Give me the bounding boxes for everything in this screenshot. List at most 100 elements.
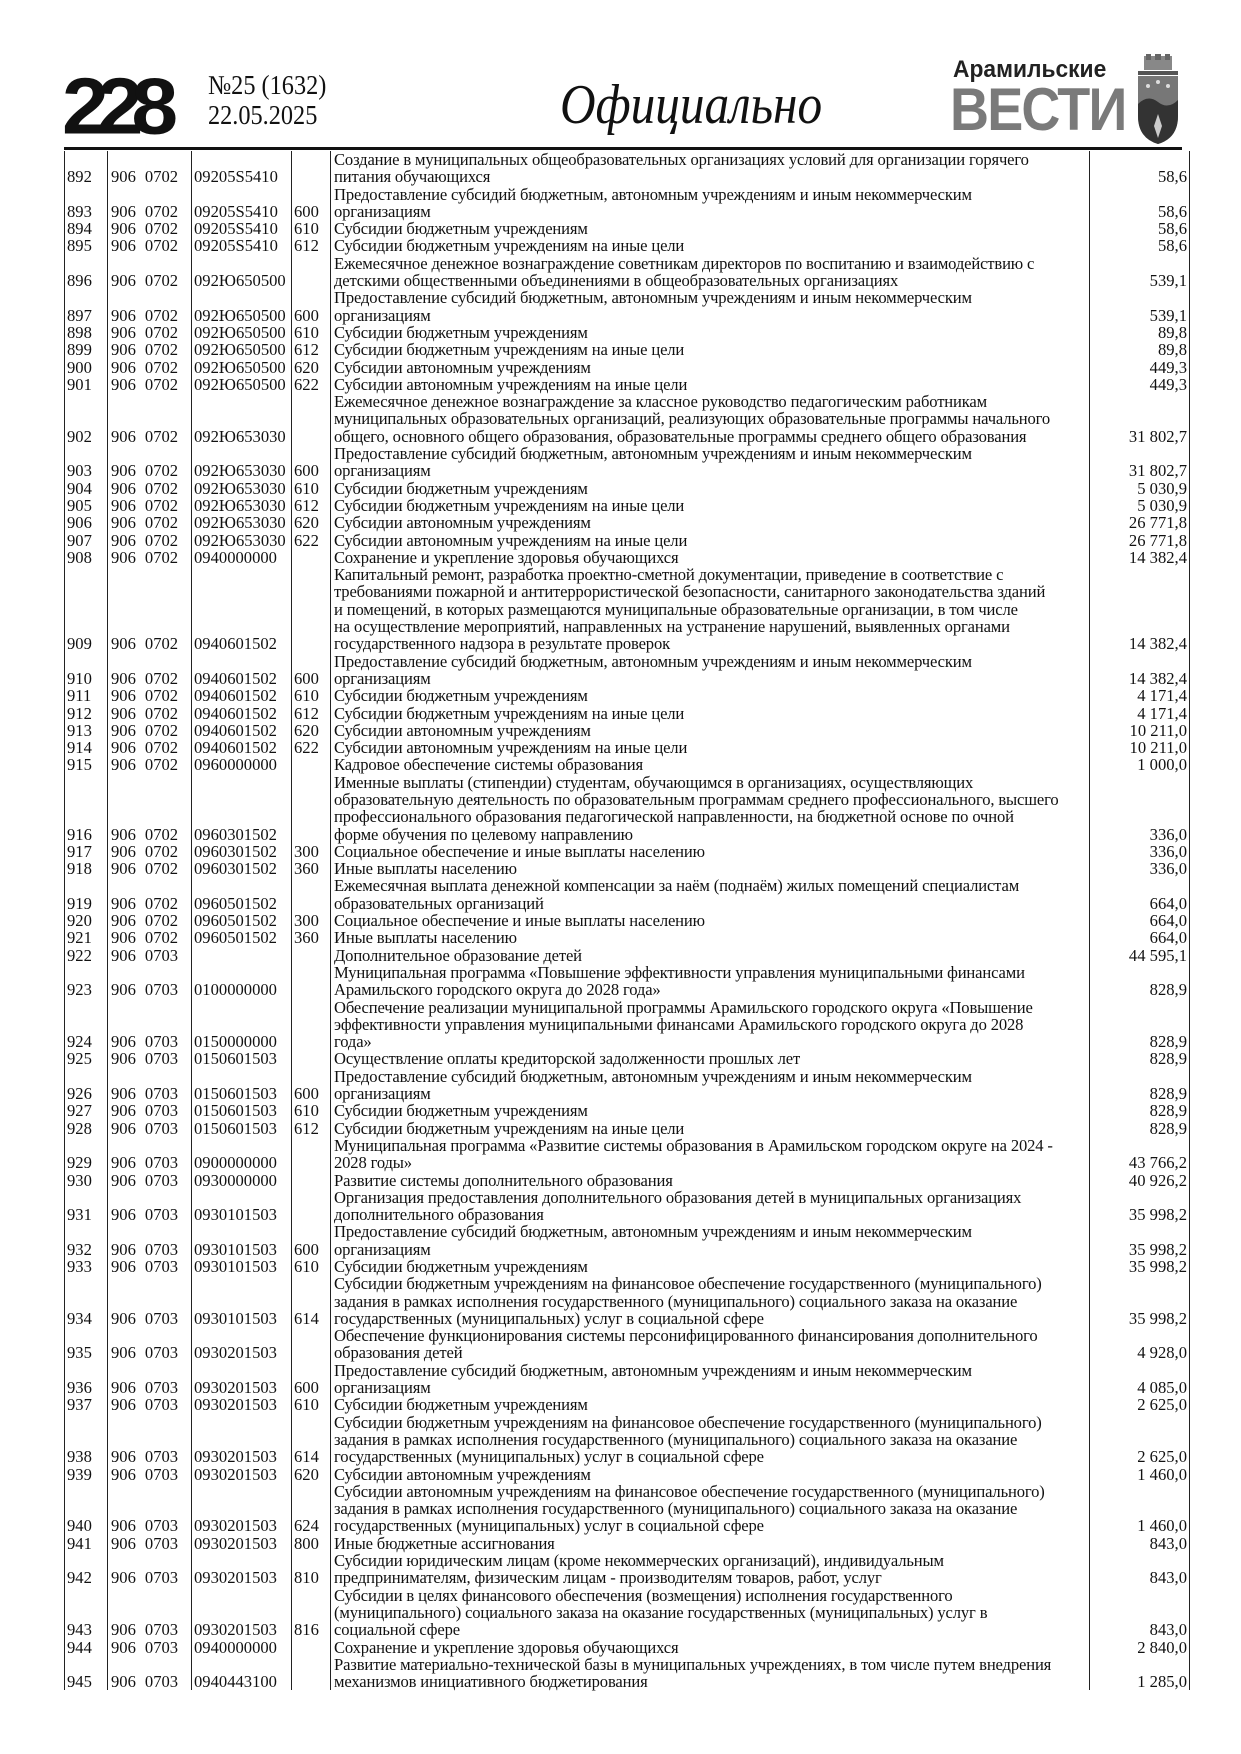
row-number: 915 [64, 756, 107, 774]
row-number: 912 [64, 704, 107, 722]
section-code: 0702 [144, 374, 179, 394]
target-code: 0960301502 [191, 773, 291, 843]
target-code: 0940443100 [191, 1655, 291, 1691]
ved-section-cell: 906 0702 [107, 236, 191, 256]
ved-section-cell: 906 0703 [107, 1101, 191, 1121]
target-code: 0930201503 [191, 1534, 291, 1552]
section-code: 0703 [144, 1101, 179, 1121]
table-row: 918 906 0702 0960301502 360 Иные выплаты насе… [64, 860, 1190, 877]
description-line: общего, основного общего образования, об… [334, 426, 1027, 446]
amount: 5 030,9 [1089, 479, 1190, 497]
ved-section-cell: 906 0703 [107, 1533, 191, 1553]
description-line: детскими общественными объединениями в о… [334, 271, 899, 291]
amount: 35 998,2 [1089, 1258, 1190, 1275]
target-code: 0940000000 [191, 549, 291, 566]
ved-code: 906 [111, 167, 136, 187]
ved-section-cell: 906 0703 [107, 998, 191, 1050]
description: Муниципальная программа «Развитие систем… [330, 1137, 1089, 1172]
section-code: 0703 [144, 1308, 179, 1328]
amount: 2 625,0 [1089, 1396, 1190, 1414]
target-code: 092Ю653030 [191, 531, 291, 549]
description-line: 2028 годы» [334, 1153, 412, 1173]
ved-code: 906 [111, 236, 136, 256]
description-line: Ежемесячное денежное вознаграждение сове… [334, 253, 1035, 273]
ved-code: 906 [111, 530, 136, 550]
target-code: 092Ю653030 [191, 514, 291, 532]
amount: 539,1 [1089, 254, 1190, 290]
section-code: 0702 [144, 703, 179, 723]
row-number: 903 [64, 445, 107, 480]
row-number: 911 [64, 687, 107, 705]
description-line: Кадровое обеспечение системы образования [334, 755, 644, 775]
expense-kind: 810 [291, 1552, 330, 1587]
issue-info: №25 (1632) 22.05.2025 [208, 70, 326, 130]
section-code: 0703 [144, 1084, 179, 1104]
ved-code: 906 [111, 755, 136, 775]
table-row: 910 906 0702 0940601502 600 Предоставление су… [64, 652, 1190, 688]
expense-kind: 600 [291, 1067, 330, 1103]
description: Субсидии бюджетным учреждениям [330, 686, 1089, 706]
expense-kind [291, 1050, 330, 1068]
expense-kind: 600 [291, 185, 330, 221]
amount: 40 926,2 [1089, 1171, 1190, 1189]
description-line: Предоставление субсидий бюджетным, автон… [334, 1222, 972, 1242]
amount: 31 802,7 [1089, 393, 1190, 446]
row-number: 892 [64, 151, 107, 186]
row-number: 893 [64, 185, 107, 221]
section-code: 0702 [144, 686, 179, 706]
target-code: 09205S5410 [191, 151, 291, 186]
ved-section-cell: 906 0702 [107, 289, 191, 324]
expense-kind: 612 [291, 1119, 330, 1137]
ved-code: 906 [111, 859, 136, 879]
ved-section-cell: 906 0702 [107, 652, 191, 687]
section-code: 0702 [144, 357, 179, 377]
expense-kind [291, 1188, 330, 1224]
target-code: 0940601502 [191, 652, 291, 688]
description-line: Капитальный ремонт, разработка проектно-… [334, 565, 1004, 585]
target-code: 092Ю650500 [191, 341, 291, 359]
row-number: 905 [64, 497, 107, 514]
table-row: 945 906 0703 0940443100 Развитие материально… [64, 1655, 1190, 1691]
target-code: 0930201503 [191, 1327, 291, 1362]
description-line: Именные выплаты (стипендии) студентам, о… [334, 772, 974, 792]
section-code: 0703 [144, 1533, 179, 1553]
target-code: 092Ю650500 [191, 376, 291, 393]
expense-kind [291, 548, 330, 567]
ved-code: 906 [111, 201, 136, 221]
row-number: 945 [64, 1655, 107, 1691]
row-number: 923 [64, 963, 107, 999]
row-number: 916 [64, 773, 107, 843]
section-code: 0702 [144, 305, 179, 325]
section-code: 0702 [144, 219, 179, 239]
description: Субсидии автономным учреждениям [330, 1465, 1089, 1483]
expense-kind: 614 [291, 1413, 330, 1466]
section-code: 0702 [144, 461, 179, 481]
description: Субсидии юридическим лицам (кроме некомм… [330, 1552, 1089, 1587]
section-code: 0703 [144, 1205, 179, 1225]
description-line: Сохранение и укрепление здоровья обучающ… [334, 547, 679, 567]
ved-section-cell: 906 0702 [107, 445, 191, 480]
table-row: 942 906 0703 0930201503 810 Субсидии юридичес… [64, 1552, 1190, 1587]
expense-kind: 610 [291, 479, 330, 497]
description-line: дополнительного образования [334, 1205, 544, 1225]
row-number: 927 [64, 1102, 107, 1120]
section-code: 0703 [144, 1378, 179, 1398]
ved-code: 906 [111, 686, 136, 706]
ved-code: 906 [111, 1447, 136, 1467]
ved-code: 906 [111, 340, 136, 360]
row-number: 934 [64, 1275, 107, 1328]
amount: 828,9 [1089, 1119, 1190, 1137]
row-number: 898 [64, 324, 107, 341]
expense-kind [291, 946, 330, 964]
expense-kind: 360 [291, 860, 330, 877]
description-line: Субсидии бюджетным учреждениям [334, 478, 588, 498]
description-line: Субсидии бюджетным учреждениям [334, 686, 588, 706]
description-line: Создание в муниципальных общеобразовател… [334, 150, 1029, 169]
amount: 26 771,8 [1089, 531, 1190, 549]
description-line: Сохранение и укрепление здоровья обучающ… [334, 1637, 679, 1657]
description-line: государственного надзора в результате пр… [334, 634, 671, 654]
table-row: 909 906 0702 0940601502 Капитальный ремонт, … [64, 565, 1190, 654]
table-row: 919 906 0702 0960501502 Ежемесячная выплата … [64, 877, 1190, 912]
ved-section-cell: 906 0702 [107, 739, 191, 756]
section-code: 0702 [144, 167, 179, 187]
